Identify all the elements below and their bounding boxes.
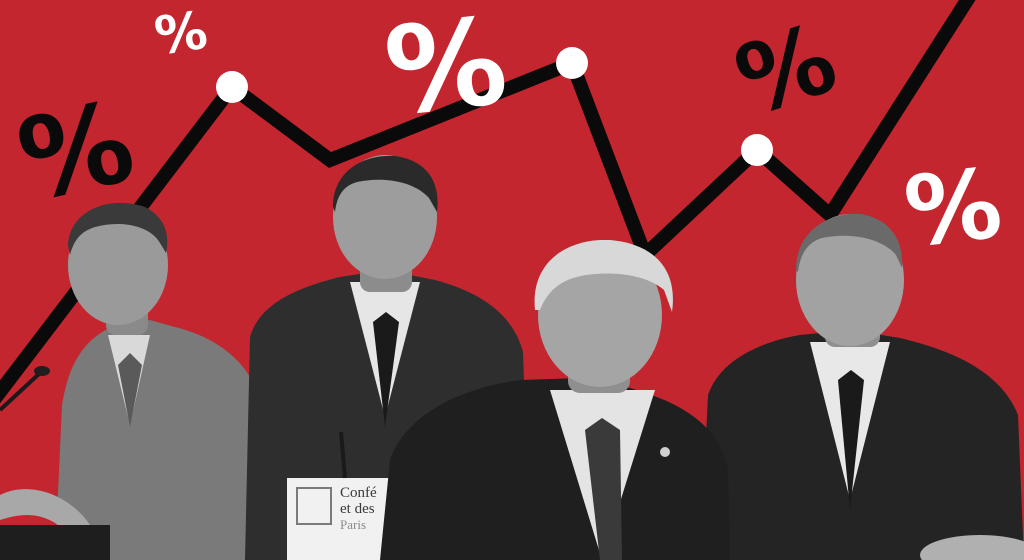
data-point-marker	[556, 47, 588, 79]
placard-text-line-2: et des	[340, 501, 375, 517]
person-center-right-photo	[380, 240, 730, 560]
person-right-photo	[700, 213, 1024, 560]
percent-symbol: %	[151, 0, 212, 68]
data-point-marker	[741, 134, 773, 166]
placard-text-line-3: Paris	[340, 517, 366, 532]
placard-text-line-1: Confé	[340, 485, 377, 501]
percent-symbol: %	[379, 0, 514, 143]
person-left-photo	[0, 202, 285, 560]
trend-line	[0, 0, 976, 404]
data-point-marker	[216, 71, 248, 103]
